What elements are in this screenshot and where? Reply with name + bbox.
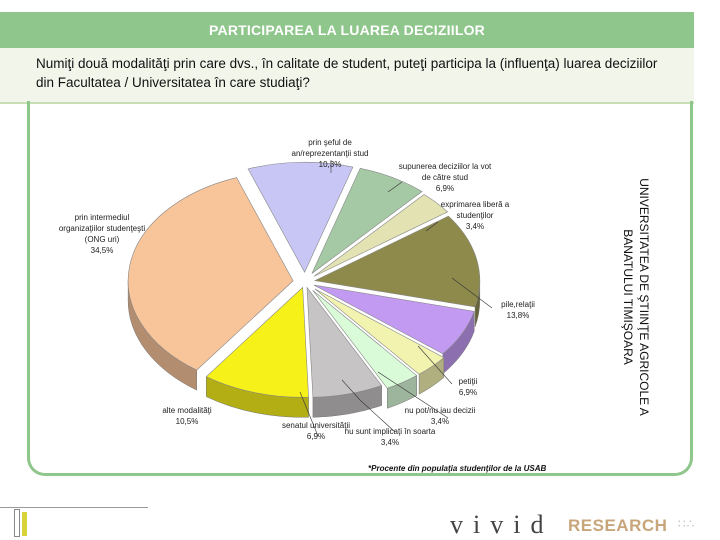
pie-label: nu sunt implicaţi în soarta 3,4% xyxy=(345,427,436,447)
pie-slice xyxy=(314,288,445,375)
pie-label-line: 10,3% xyxy=(319,160,342,169)
pie-label-line: an/reprezentanţii stud xyxy=(292,149,369,158)
pie-label: pile,relaţii 13,8% xyxy=(501,300,535,320)
pie-label-line: nu pot/nu iau decizii xyxy=(405,406,476,415)
title-bar: PARTICIPAREA LA LUAREA DECIZIILOR xyxy=(0,12,694,48)
leader-line xyxy=(417,345,453,385)
pie-label-line: 6,9% xyxy=(307,432,325,441)
pie-label-line: 10,5% xyxy=(176,417,199,426)
pie-label-line: supunerea deciziilor la vot xyxy=(399,162,492,171)
pie-label-line: petiţii xyxy=(459,377,478,386)
leader-line xyxy=(377,371,449,419)
pie-label-line: prin intermediul xyxy=(75,213,130,222)
pie-label-line: 34,5% xyxy=(91,246,114,255)
pie-slice xyxy=(127,177,294,371)
pie-slice xyxy=(313,284,475,355)
side-note-text: UNIVERSITATEA DE ŞTIINŢE AGRICOLE A BANA… xyxy=(621,178,651,416)
brand-main: vivid xyxy=(450,510,554,539)
pie-label-line: 6,9% xyxy=(459,388,477,397)
pie-label-line: exprimarea liberă a xyxy=(441,200,510,209)
pie-label: exprimarea liberă a studenţilor 3,4% xyxy=(441,200,510,231)
content-frame xyxy=(27,101,693,476)
question-box: Numiţi două modalităţi prin care dvs., î… xyxy=(0,48,694,104)
brand-dots-icon: ∷∴ xyxy=(678,517,696,531)
pie-slice xyxy=(311,167,423,274)
pie-label-line: 3,4% xyxy=(381,438,399,447)
slide-title: PARTICIPAREA LA LUAREA DECIZIILOR xyxy=(209,22,485,38)
pie-label-line: 3,4% xyxy=(431,417,449,426)
decorative-yellow-bar xyxy=(22,512,27,536)
pie-label-line: prin şeful de xyxy=(308,138,352,147)
pie-label-line: (ONG uri) xyxy=(85,235,120,244)
pie-slice xyxy=(247,161,354,273)
leader-line xyxy=(299,391,319,437)
pie-label-line: alte modalităţi xyxy=(162,406,212,415)
pie-label: prin intermediul organizaţiilor studenţeş… xyxy=(59,213,145,255)
side-note: UNIVERSITATEA DE ŞTIINŢE AGRICOLE A BANA… xyxy=(612,152,652,442)
pie-label-line: nu sunt implicaţi în soarta xyxy=(345,427,436,436)
question-text: Numiţi două modalităţi prin care dvs., î… xyxy=(36,56,658,90)
pie-label-line: studenţilor xyxy=(457,211,494,220)
pie-slice xyxy=(312,289,418,389)
pie-label-line: senatul universităţii xyxy=(282,421,350,430)
leader-line xyxy=(341,379,396,433)
pie-slice xyxy=(306,286,383,398)
pie-label-line: 6,9% xyxy=(436,184,454,193)
pie-slice xyxy=(313,215,481,308)
pie-label: petiţii 6,9% xyxy=(459,377,478,397)
pie-label-line: organizaţiilor studenţeşti xyxy=(59,224,145,233)
pie-label-line: de către stud xyxy=(422,173,468,182)
pie-label-line: pile,relaţii xyxy=(501,300,535,309)
footnote: *Procente din populaţia studenţilor de l… xyxy=(368,464,547,473)
pie-label: senatul universităţii 6,9% xyxy=(282,421,350,441)
bottom-divider xyxy=(0,507,148,508)
pie-label-line: 13,8% xyxy=(507,311,530,320)
pie-label: supunerea deciziilor la vot de către stud… xyxy=(399,162,492,193)
pie-label: alte modalităţi 10,5% xyxy=(162,406,212,426)
brand-sub: RESEARCH xyxy=(568,516,668,535)
pie-label: prin şeful de an/reprezentanţii stud 10,3% xyxy=(292,138,369,169)
leader-line xyxy=(425,221,439,232)
decorative-box xyxy=(14,509,20,537)
pie-label: nu pot/nu iau decizii 3,4% xyxy=(405,406,476,426)
pie-slice xyxy=(313,194,449,277)
pie-label-line: 3,4% xyxy=(466,222,484,231)
brand-logo: vivid RESEARCH ∷∴ xyxy=(450,510,710,540)
leader-line xyxy=(387,181,403,193)
pie-slice xyxy=(205,286,309,398)
leader-line xyxy=(451,277,493,309)
